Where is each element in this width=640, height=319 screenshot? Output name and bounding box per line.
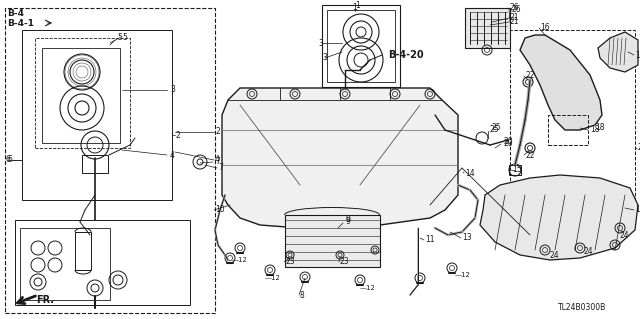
Text: 4: 4 [215, 155, 220, 165]
Polygon shape [598, 32, 638, 72]
Text: 26: 26 [512, 5, 522, 14]
Text: 7: 7 [218, 164, 223, 173]
Text: B-4: B-4 [7, 10, 24, 19]
Text: 22: 22 [525, 71, 534, 80]
Bar [465, 8, 510, 48]
Text: 6: 6 [6, 155, 11, 165]
Text: 24: 24 [620, 231, 630, 240]
Text: 5: 5 [117, 33, 122, 42]
Bar [327, 10, 395, 82]
Bar [82, 155, 108, 173]
Text: 18: 18 [590, 125, 600, 135]
Text: 2: 2 [175, 130, 180, 139]
Bar [548, 115, 588, 145]
Text: 13: 13 [462, 234, 472, 242]
Text: 15: 15 [512, 166, 522, 174]
Bar [20, 228, 110, 300]
Text: 21: 21 [510, 13, 520, 23]
Bar [35, 38, 130, 148]
Polygon shape [222, 88, 458, 228]
Text: 27: 27 [638, 144, 640, 152]
Text: 20: 20 [504, 137, 514, 146]
Text: 25: 25 [491, 123, 500, 132]
Bar [5, 8, 215, 313]
Text: 23: 23 [285, 257, 294, 266]
Text: 26: 26 [510, 4, 520, 12]
Bar [22, 30, 172, 200]
Text: —12: —12 [265, 275, 281, 281]
Text: B-4-20: B-4-20 [388, 50, 424, 60]
Bar [322, 5, 400, 87]
Text: 14: 14 [465, 168, 475, 177]
Text: 1: 1 [353, 3, 357, 11]
Text: 10: 10 [215, 205, 225, 214]
Text: 1: 1 [356, 1, 360, 10]
Text: 3: 3 [322, 54, 327, 63]
Text: 21: 21 [510, 18, 520, 26]
Text: 16: 16 [540, 24, 550, 33]
Bar [42, 48, 120, 143]
Text: 8: 8 [300, 291, 305, 300]
Text: 19: 19 [635, 50, 640, 60]
Polygon shape [520, 35, 602, 130]
Text: B-4-1: B-4-1 [7, 19, 34, 27]
Text: 9: 9 [345, 218, 350, 226]
Text: 24: 24 [584, 248, 594, 256]
Text: 11: 11 [425, 235, 435, 244]
Text: 24: 24 [550, 251, 559, 261]
Bar [285, 215, 380, 267]
Text: 23: 23 [340, 257, 349, 266]
Text: TL24B0300B: TL24B0300B [558, 303, 606, 313]
Text: —12: —12 [232, 257, 248, 263]
Bar [15, 220, 190, 305]
Text: FR.: FR. [36, 295, 54, 305]
Text: 20: 20 [503, 138, 513, 147]
Text: 3: 3 [318, 39, 323, 48]
Text: —12: —12 [360, 285, 376, 291]
Text: 17: 17 [635, 205, 640, 214]
Text: 22: 22 [525, 151, 534, 160]
Text: 5: 5 [122, 33, 127, 41]
Text: 9: 9 [345, 216, 350, 225]
Bar [509, 165, 521, 175]
Text: 3: 3 [170, 85, 175, 94]
Bar [510, 30, 635, 210]
Text: 6: 6 [8, 155, 13, 165]
Polygon shape [480, 175, 638, 260]
Text: —12: —12 [455, 272, 471, 278]
Text: 2: 2 [215, 128, 220, 137]
Text: 25: 25 [490, 125, 500, 135]
Text: 4: 4 [170, 151, 175, 160]
Bar [75, 232, 91, 270]
Text: 18: 18 [595, 123, 605, 132]
Text: 7: 7 [215, 158, 220, 167]
